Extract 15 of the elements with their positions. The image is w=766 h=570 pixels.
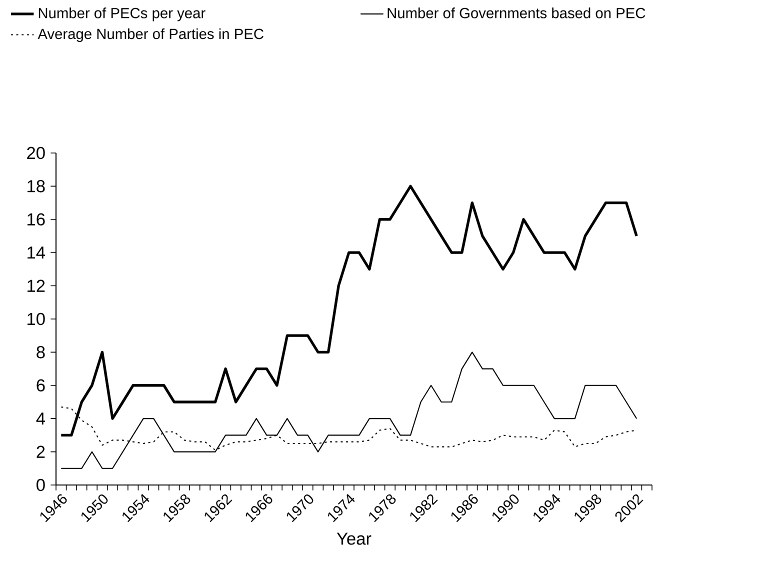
y-tick-label: 4 [36, 412, 46, 425]
y-tick-label: 20 [27, 146, 45, 160]
y-tick-label: 8 [36, 346, 45, 358]
y-tick-label: 14 [28, 246, 46, 259]
y-tick-label: 18 [28, 180, 45, 192]
y-tick-label: 2 [36, 446, 45, 458]
y-tick-label: 6 [36, 379, 45, 392]
legend-label: Number of PECs per year [38, 8, 206, 22]
legend-label: Number of Governments based on PEC [388, 8, 646, 18]
y-tick-label: 10 [28, 312, 45, 326]
x-axis-title: Year [336, 532, 372, 545]
y-tick-label: 0 [36, 478, 45, 492]
y-tick-label: 16 [28, 213, 45, 226]
y-tick-label: 12 [28, 280, 45, 292]
legend-label: Average Number of Parties in PEC [38, 28, 264, 42]
